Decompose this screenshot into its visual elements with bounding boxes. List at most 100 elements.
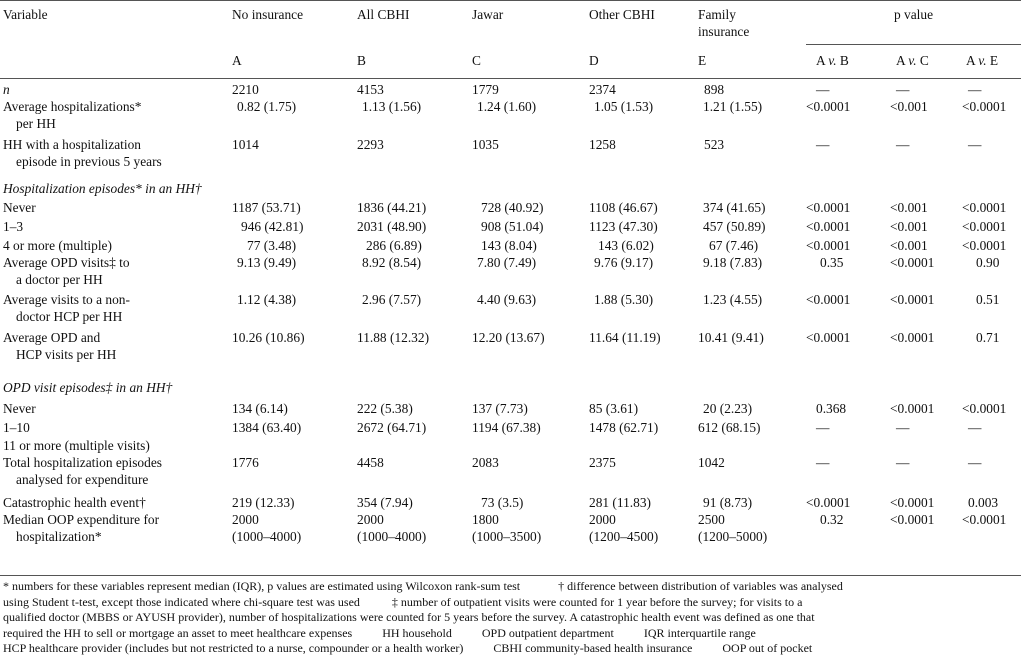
col-other-cbhi: Other CBHI (589, 7, 655, 22)
row-label: 1–10 (3, 420, 30, 435)
row-label: Catastrophic health event† (3, 495, 146, 510)
cell: — (816, 137, 830, 152)
cell: — (816, 420, 830, 435)
cell: 1258 (589, 137, 616, 152)
cell: 11.88 (12.32) (357, 330, 430, 345)
cell: <0.0001 (806, 495, 851, 510)
cell: 0.32 (820, 512, 844, 527)
footnote-text: required the HH to sell or mortgage an a… (3, 625, 353, 640)
cell: 2.96 (7.57) (362, 292, 422, 307)
bottom-rule (0, 575, 1021, 576)
col-family-ins-1: Family (698, 7, 736, 22)
table-row: 1–3 946 (42.81) 2031 (48.90) 908 (51.04)… (0, 216, 1021, 235)
cell: 1.05 (1.53) (594, 99, 654, 114)
cell: <0.0001 (890, 292, 935, 307)
letter-d: D (589, 53, 599, 68)
col-jawar: Jawar (472, 7, 504, 22)
cell: <0.0001 (962, 401, 1007, 416)
col-family-ins-2: insurance (698, 24, 750, 39)
cell: 2000 (589, 512, 616, 527)
cmp-a-b: A v. B (816, 53, 849, 68)
row-label: Average OPD visits‡ to (3, 255, 130, 270)
cell: <0.0001 (806, 238, 851, 253)
row-label: 4 or more (multiple) (3, 238, 112, 253)
cell: (1200–4500) (589, 529, 659, 544)
cell: 1014 (232, 137, 259, 152)
cell: 1.21 (1.55) (703, 99, 763, 114)
table-footnotes: * numbers for these variables represent … (3, 579, 1019, 657)
table-row: n 2210 4153 1779 2374 898 — — — (0, 78, 1021, 98)
cell: 1776 (232, 455, 259, 470)
cell: 73 (3.5) (481, 495, 524, 510)
cell: <0.0001 (890, 401, 935, 416)
row-label-cont: a doctor per HH (16, 272, 103, 287)
cell: 1384 (63.40) (232, 420, 302, 435)
cell: <0.0001 (890, 495, 935, 510)
cell: <0.0001 (962, 99, 1007, 114)
cell: 354 (7.94) (357, 495, 413, 510)
cell: <0.0001 (962, 219, 1007, 234)
cell: 9.13 (9.49) (237, 255, 297, 270)
results-table: Variable No insurance All CBHI Jawar Oth… (0, 0, 1021, 544)
cell: 12.20 (13.67) (472, 330, 545, 345)
footnote-text: † difference between distribution of var… (558, 579, 843, 593)
header-row: Variable No insurance All CBHI Jawar Oth… (0, 0, 1021, 44)
cell: 85 (3.61) (589, 401, 639, 416)
cell: 0.71 (976, 330, 1000, 345)
cell: — (968, 137, 982, 152)
cell: 10.41 (9.41) (698, 330, 764, 345)
cell: 143 (6.02) (598, 238, 654, 253)
cell: 7.80 (7.49) (477, 255, 537, 270)
cell: — (968, 420, 982, 435)
cell: <0.001 (890, 99, 928, 114)
cell: 2031 (48.90) (357, 219, 427, 234)
cell: <0.0001 (962, 200, 1007, 215)
cell: <0.0001 (890, 330, 935, 345)
footnote-text: using Student t-test, except those indic… (3, 594, 360, 609)
letter-a: A (232, 53, 242, 68)
table-row: Total hospitalization episodes analysed f… (0, 454, 1021, 492)
cell: 1187 (53.71) (232, 200, 301, 215)
row-label-cont: HCP visits per HH (16, 347, 117, 362)
cell: 2500 (698, 512, 725, 527)
cell: — (896, 420, 910, 435)
cell: (1000–4000) (357, 529, 427, 544)
cell: 77 (3.48) (247, 238, 297, 253)
col-all-cbhi: All CBHI (357, 7, 410, 22)
cell: — (896, 137, 910, 152)
cell: — (816, 82, 830, 97)
row-label: 11 or more (multiple visits) (3, 438, 150, 453)
cell: 374 (41.65) (703, 200, 766, 215)
cell: 9.76 (9.17) (594, 255, 654, 270)
cell: 457 (50.89) (703, 219, 766, 234)
cell: <0.0001 (806, 99, 851, 114)
cell: 946 (42.81) (241, 219, 304, 234)
col-variable: Variable (3, 7, 48, 22)
cell: 1.13 (1.56) (362, 99, 422, 114)
cell: 286 (6.89) (366, 238, 422, 253)
cell: 0.51 (976, 292, 1000, 307)
letter-e: E (698, 53, 707, 68)
letter-b: B (357, 53, 366, 68)
col-no-insurance: No insurance (232, 7, 304, 22)
cell: — (968, 455, 982, 470)
row-label: Average OPD and (3, 330, 101, 345)
top-rule (0, 0, 1021, 1)
cell: 4.40 (9.63) (477, 292, 537, 307)
row-label: 1–3 (3, 219, 24, 234)
cell: <0.0001 (890, 255, 935, 270)
cell: <0.0001 (806, 219, 851, 234)
row-label: HH with a hospitalization (3, 137, 141, 152)
row-label-cont: episode in previous 5 years (16, 154, 162, 169)
cell: 0.368 (816, 401, 847, 416)
cell: 137 (7.73) (472, 401, 528, 416)
cell: 898 (704, 82, 725, 97)
cell: 1.88 (5.30) (594, 292, 654, 307)
footnote-abbrev: CBHI community-based health insurance (493, 641, 693, 656)
footnote-abbrev: HH household (382, 625, 452, 640)
row-label: Average hospitalizations* (3, 99, 142, 114)
cell: 0.82 (1.75) (237, 99, 297, 114)
cell: (1000–4000) (232, 529, 302, 544)
table-row: Average visits to a non-doctor HCP per H… (0, 291, 1021, 329)
cell: 67 (7.46) (709, 238, 759, 253)
